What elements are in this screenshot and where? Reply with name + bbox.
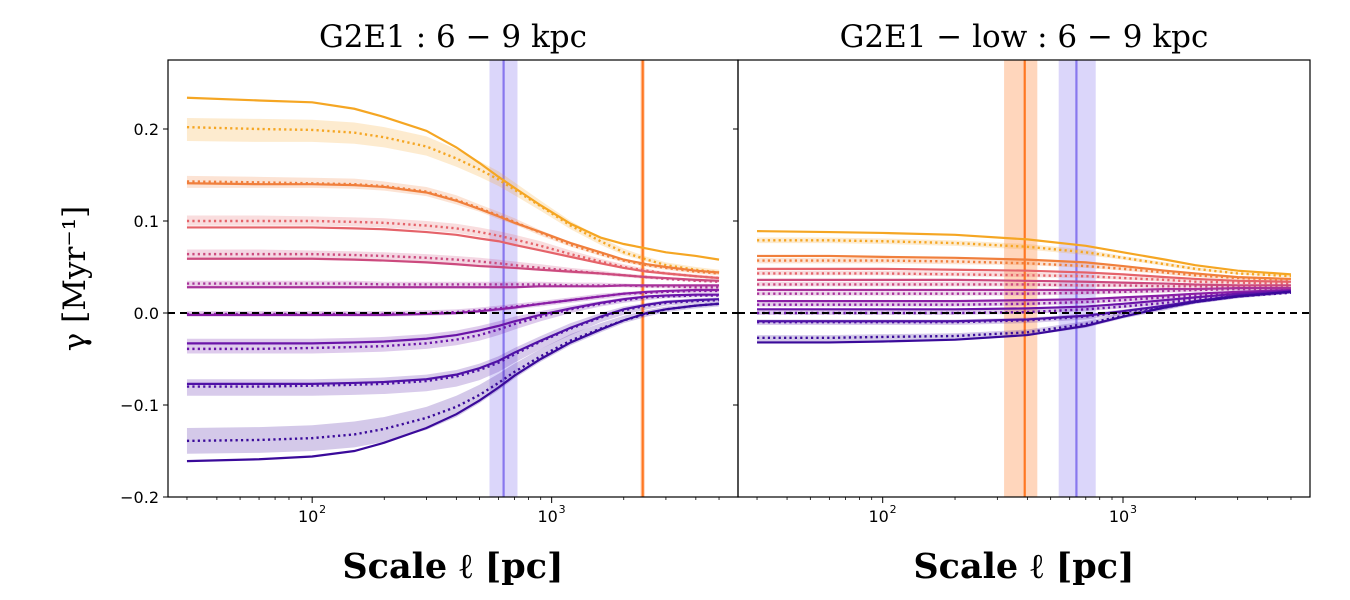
series-2-band <box>186 175 720 276</box>
series-6-band <box>757 290 1291 307</box>
y-axis-label: γ [Myr⁻¹] <box>57 206 93 351</box>
series-3-solid <box>186 226 720 280</box>
series-8-solid <box>186 298 720 385</box>
x-tick-label: 10 <box>1109 507 1129 526</box>
series-6-solid <box>186 288 720 316</box>
x-tick-exponent: 2 <box>319 503 326 516</box>
series-1-solid <box>186 96 720 261</box>
series-1-dotted <box>757 239 1292 278</box>
plot-area <box>738 60 1310 497</box>
y-tick-label: 0.2 <box>134 120 159 139</box>
y-tick-label: 0.1 <box>134 212 159 231</box>
x-tick-label: 10 <box>869 507 889 526</box>
series-5-dotted <box>186 282 720 289</box>
vertical-band-1 <box>1004 60 1038 497</box>
series-4-solid <box>757 278 1291 287</box>
x-tick-exponent: 3 <box>559 503 566 516</box>
series-1-band <box>186 117 720 275</box>
axes-frame <box>737 59 1311 498</box>
series-2-band <box>757 257 1291 282</box>
series-5-solid <box>186 284 720 289</box>
series-5-solid <box>757 287 1291 292</box>
series-3-dotted <box>186 219 720 280</box>
series-3-solid <box>757 267 1291 283</box>
plot-area <box>168 60 738 497</box>
x-axis-label: Scale ℓ [pc] <box>342 546 563 587</box>
panel-title: G2E1 − low : 6 − 9 kpc <box>840 19 1209 55</box>
series-9-band <box>186 301 720 454</box>
y-tick-label: −0.1 <box>120 396 159 415</box>
series-4-dotted <box>186 252 720 283</box>
series-6-band <box>186 289 720 317</box>
series-1-solid <box>757 230 1292 276</box>
x-axis-label: Scale ℓ [pc] <box>913 546 1134 587</box>
series-7-solid <box>757 289 1292 311</box>
series-2-solid <box>757 254 1292 281</box>
x-tick-label: 10 <box>537 507 557 526</box>
y-tick-label: −0.2 <box>120 488 159 507</box>
series-7-solid <box>186 293 720 345</box>
x-tick-exponent: 2 <box>890 503 897 516</box>
x-tick-exponent: 3 <box>1130 503 1137 516</box>
x-tick-label: 10 <box>298 507 318 526</box>
series-7-band <box>186 293 720 354</box>
series-4-solid <box>186 257 720 282</box>
panel-title: G2E1 : 6 − 9 kpc <box>319 19 587 55</box>
y-tick-label: 0.0 <box>134 304 159 323</box>
series-9-solid <box>757 290 1292 344</box>
series-2-solid <box>186 182 720 274</box>
series-6-solid <box>757 288 1292 303</box>
series-3-band <box>757 270 1291 286</box>
series-1-dotted <box>186 125 720 274</box>
